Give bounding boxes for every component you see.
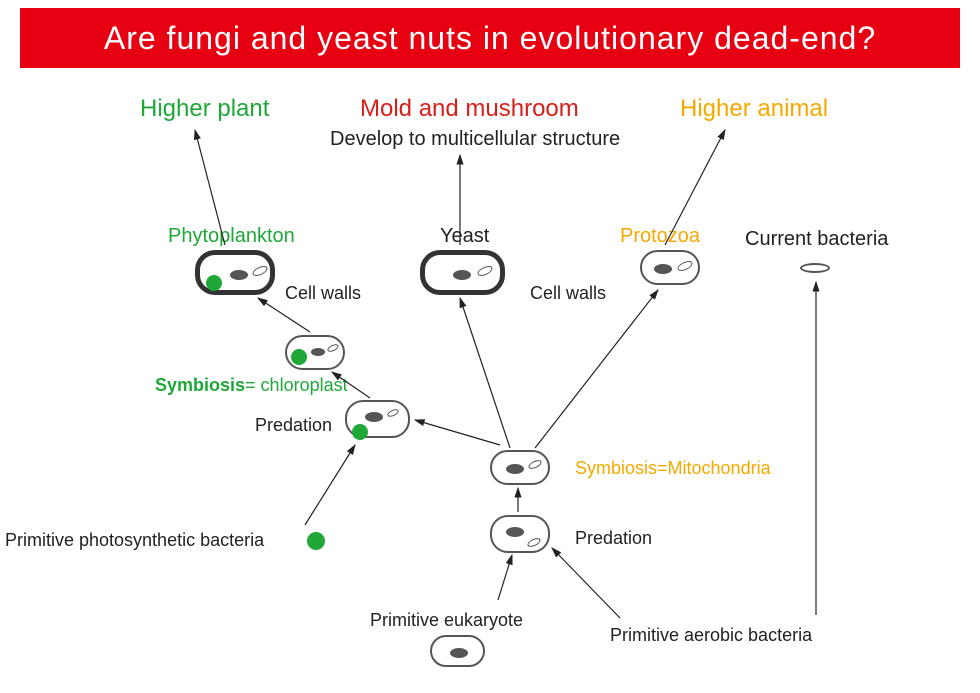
- cell-phytoplankton: [195, 250, 275, 295]
- nucleus-icon: [311, 348, 325, 356]
- nucleus-icon: [506, 527, 524, 537]
- cell-bacteria: [800, 263, 830, 273]
- nucleus-icon: [230, 270, 248, 280]
- label-higher-plant: Higher plant: [140, 95, 269, 123]
- cell-with-chloroplast: [285, 335, 345, 370]
- nucleus-icon: [453, 270, 471, 280]
- chloroplast-icon: [291, 349, 307, 365]
- nucleus-icon: [450, 648, 468, 658]
- mitochondria-icon: [527, 458, 543, 470]
- title-text: Are fungi and yeast nuts in evolutionary…: [104, 20, 876, 57]
- cell-protozoa: [640, 250, 700, 285]
- cell-predation-1: [345, 400, 410, 438]
- mitochondria-icon: [676, 259, 694, 273]
- label-mold: Mold and mushroom: [360, 95, 579, 123]
- label-develop: Develop to multicellular structure: [330, 128, 620, 151]
- green-dot-bacteria: [307, 532, 325, 550]
- nucleus-icon: [506, 464, 524, 474]
- label-cell-walls-1: Cell walls: [285, 283, 361, 304]
- label-higher-animal: Higher animal: [680, 95, 828, 123]
- label-primitive-aerobic: Primitive aerobic bacteria: [610, 625, 812, 646]
- mitochondria-icon: [386, 408, 399, 419]
- cell-predation-2: [490, 515, 550, 553]
- label-predation-1: Predation: [255, 415, 332, 436]
- mitochondria-icon: [251, 264, 269, 278]
- cell-with-mitochondria: [490, 450, 550, 485]
- mitochondria-icon: [326, 343, 339, 354]
- chloroplast-icon: [206, 275, 222, 291]
- chloroplast-icon: [352, 424, 368, 440]
- cell-yeast: [420, 250, 505, 295]
- label-phytoplankton: Phytoplankton: [168, 225, 295, 248]
- label-symbiosis-mitochondria: Symbiosis=Mitochondria: [575, 458, 771, 479]
- label-primitive-eukaryote: Primitive eukaryote: [370, 610, 523, 631]
- cell-primitive-eukaryote: [430, 635, 485, 667]
- label-cell-walls-2: Cell walls: [530, 283, 606, 304]
- label-protozoa: Protozoa: [620, 225, 700, 248]
- nucleus-icon: [365, 412, 383, 422]
- label-primitive-photosynthetic: Primitive photosynthetic bacteria: [5, 530, 264, 551]
- label-current-bacteria: Current bacteria: [745, 228, 888, 251]
- nucleus-icon: [654, 264, 672, 274]
- mitochondria-icon: [476, 264, 494, 278]
- label-yeast: Yeast: [440, 225, 489, 248]
- title-banner: Are fungi and yeast nuts in evolutionary…: [20, 8, 960, 68]
- mitochondria-icon: [526, 536, 542, 548]
- label-predation-2: Predation: [575, 528, 652, 549]
- label-symbiosis-chloroplast: Symbiosis= chloroplast: [155, 375, 348, 396]
